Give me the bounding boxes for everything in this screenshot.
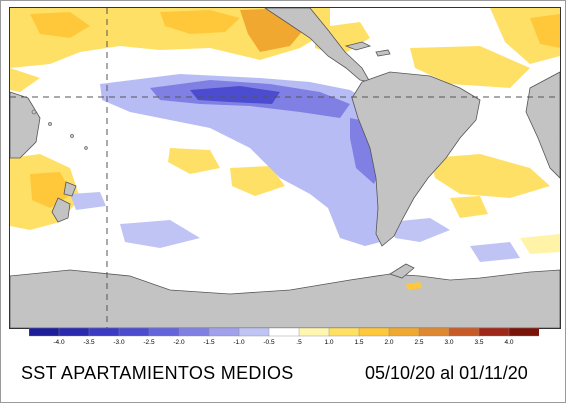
pacific-islands [31,109,88,150]
colorbar-swatch [508,328,539,337]
colorbar-tick-label: 2.0 [384,339,393,346]
colorbar-tick-label: -3.5 [83,339,95,346]
colorbar-tick-label: 3.0 [444,339,453,346]
colorbar-swatch [58,328,90,337]
colorbar-swatch [29,328,60,337]
colorbar-swatch [448,328,480,337]
colorbar-swatch [178,328,210,337]
colorbar-swatch [358,328,390,337]
cool-anomaly-patches [70,74,520,262]
map-canvas [10,8,560,328]
colorbar-tick-label: .5 [296,339,302,346]
colorbar-swatch [478,328,510,337]
colorbar-tick-label: -4.0 [53,339,65,346]
colorbar-tick-label: 1.5 [354,339,363,346]
map-period: 05/10/20 al 01/11/20 [365,363,528,383]
colorbar-tick-label: -2.5 [143,339,155,346]
colorbar-tick-label: 4.0 [504,339,513,346]
warm-anomaly-patches [10,8,560,92]
map-title: SST APARTAMIENTOS MEDIOS [21,363,294,383]
south-america-land [351,71,481,247]
colorbar-tick-label: 3.5 [474,339,483,346]
sst-anomaly-map [9,7,561,329]
australia-land [10,91,41,159]
colorbar-tick-label: -1.0 [233,339,245,346]
colorbar-tick-label: -0.5 [263,339,275,346]
new-zealand-land [51,197,71,223]
colorbar-swatch [268,328,300,337]
colorbar-swatch [388,328,420,337]
colorbar-tick-label: -3.0 [113,339,125,346]
colorbar-tick-label: -1.5 [203,339,215,346]
colorbar-swatch [118,328,150,337]
colorbar-swatch [238,328,270,337]
colorbar-swatch [148,328,180,337]
colorbar-tick-label: 1.0 [324,339,333,346]
colorbar-swatch [208,328,240,337]
colorbar-tick-label: -2.0 [173,339,185,346]
land [10,8,560,328]
colorbar-swatch [328,328,360,337]
colorbar-swatch [88,328,120,337]
colorbar-scale: -4.0 -3.5 -3.0 -2.5 -2.0 -1.5 -1.0 -0.5 .5 1.0 1.5… [29,328,539,346]
colorbar-tick-label: 2.5 [414,339,423,346]
africa-land [525,71,560,179]
colorbar: -4.0 -3.5 -3.0 -2.5 -2.0 -1.5 -1.0 -0.5 .5 1.0 1.5… [29,328,539,346]
colorbar-swatch [298,328,330,337]
warm-spot-antarctica [406,282,422,290]
colorbar-swatch [418,328,450,337]
